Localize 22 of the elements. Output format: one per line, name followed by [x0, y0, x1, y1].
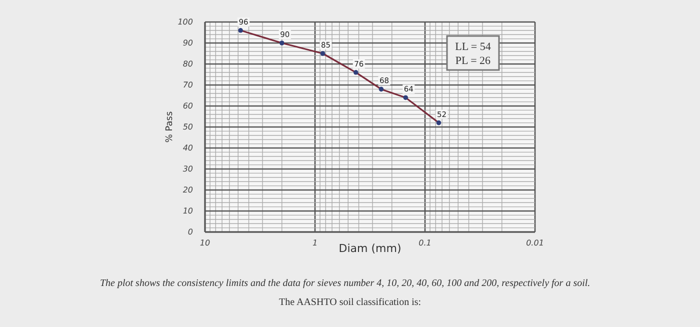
y-tick-label: 80 — [182, 60, 193, 69]
x-tick-label: 1 — [312, 238, 318, 248]
y-tick-label: 0 — [188, 228, 193, 237]
y-tick-label: 50 — [182, 122, 193, 132]
text: The AASHTO soil classification is: — [278, 297, 422, 308]
y-tick-label: 10 — [182, 206, 193, 216]
y-tick-label: 40 — [182, 144, 193, 153]
annotation: LL = 54 — [455, 41, 492, 53]
y-axis-title: % Pass — [165, 111, 175, 143]
x-tick-label: 0.01 — [526, 238, 544, 248]
text: The plot shows the consistency limits and the data for sieves number 4, 10, 20, 40, 60, 100 and 200, respectively for a soil. — [100, 278, 590, 289]
y-tick-label: 30 — [182, 164, 193, 174]
y-tick-label: 70 — [182, 80, 193, 90]
x-tick-label: 10 — [200, 238, 210, 248]
x-tick-label: 0.1 — [418, 238, 432, 248]
x-axis-title: Diam (mm) — [338, 242, 402, 255]
y-tick-label: 60 — [182, 102, 193, 111]
y-tick-label: 90 — [182, 38, 193, 48]
y-tick-label: 20 — [182, 186, 193, 195]
limits-box: LL = 54 PL = 26 — [446, 35, 500, 71]
y-tick-label: 100 — [178, 18, 193, 27]
annotation: PL = 26 — [455, 55, 492, 67]
